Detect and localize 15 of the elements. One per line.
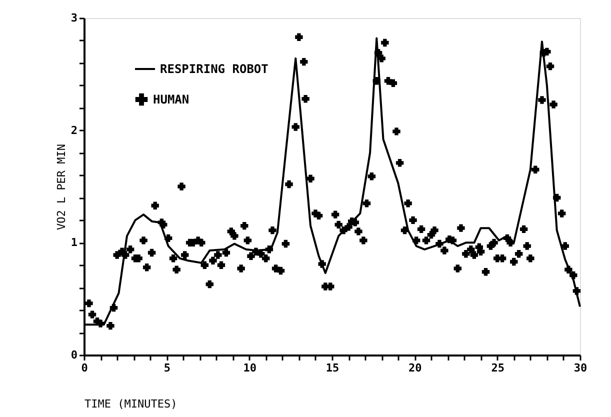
x-tick-label: 0 bbox=[81, 362, 88, 374]
x-axis-title: TIME (MINUTES) bbox=[84, 398, 178, 410]
legend-label: HUMAN bbox=[153, 92, 190, 106]
y-tick-label: 3 bbox=[70, 12, 78, 24]
y-tick-label: 1 bbox=[70, 236, 78, 250]
legend-label: RESPIRING ROBOT bbox=[160, 62, 268, 76]
x-tick-label: 5 bbox=[164, 362, 170, 374]
y-tick-label: 2 bbox=[70, 124, 78, 137]
x-tick-label: 30 bbox=[574, 362, 588, 374]
x-tick-label: 25 bbox=[491, 362, 504, 374]
x-tick-label: 20 bbox=[408, 362, 422, 374]
y-axis-title: VO2 L PER MIN bbox=[54, 144, 68, 230]
y-tick-label: 0 bbox=[70, 348, 78, 362]
x-tick-label: 10 bbox=[243, 362, 256, 374]
x-tick-label: 15 bbox=[326, 362, 340, 374]
